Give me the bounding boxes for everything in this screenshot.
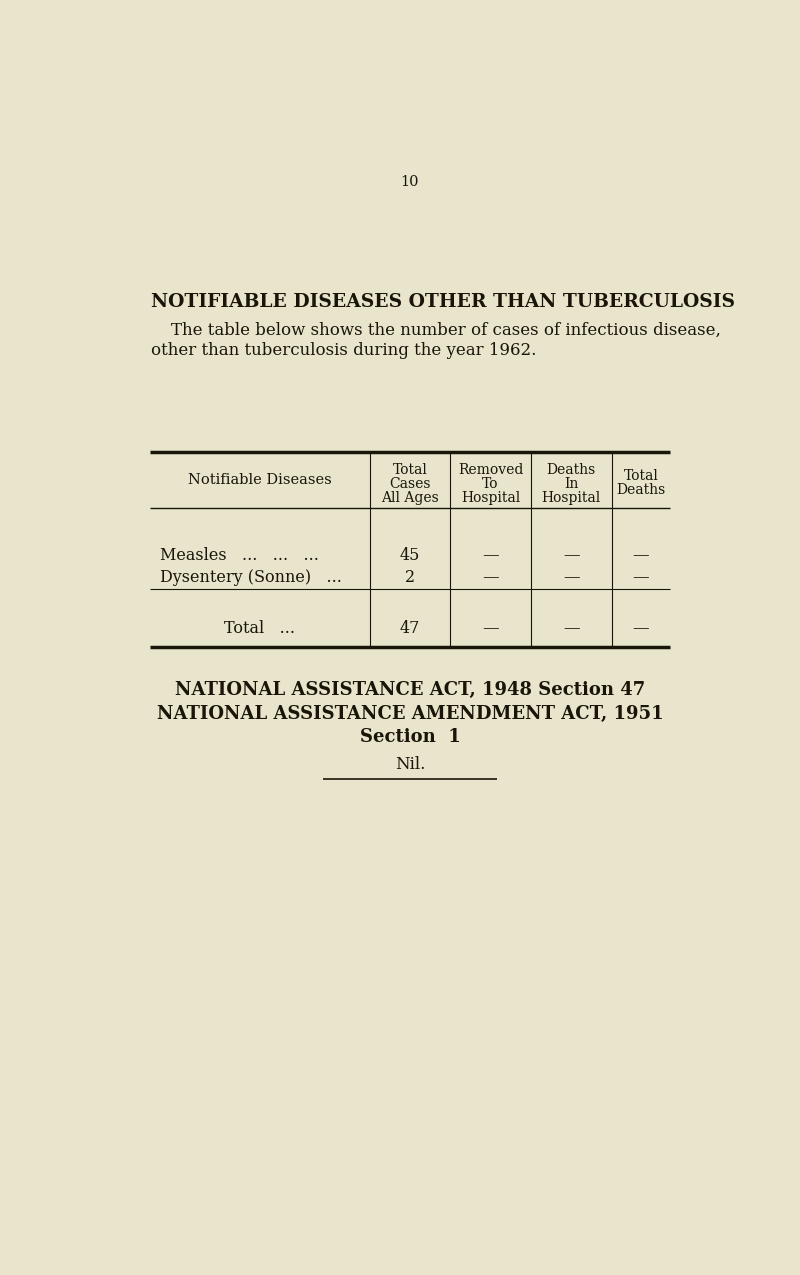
Text: NATIONAL ASSISTANCE ACT, 1948 Section 47: NATIONAL ASSISTANCE ACT, 1948 Section 47 — [175, 681, 645, 699]
Text: Hospital: Hospital — [461, 491, 520, 505]
Text: Nil.: Nil. — [395, 756, 425, 773]
Text: Total: Total — [393, 463, 427, 477]
Text: 10: 10 — [401, 175, 419, 189]
Text: 2: 2 — [405, 569, 415, 585]
Text: Hospital: Hospital — [542, 491, 601, 505]
Text: NATIONAL ASSISTANCE AMENDMENT ACT, 1951: NATIONAL ASSISTANCE AMENDMENT ACT, 1951 — [157, 705, 663, 723]
Text: —: — — [482, 569, 499, 585]
Text: All Ages: All Ages — [381, 491, 439, 505]
Text: —: — — [633, 547, 650, 564]
Text: In: In — [564, 477, 578, 491]
Text: The table below shows the number of cases of infectious disease,: The table below shows the number of case… — [171, 321, 721, 339]
Text: —: — — [563, 620, 579, 636]
Text: —: — — [633, 620, 650, 636]
Text: Dysentery (Sonne)   ...: Dysentery (Sonne) ... — [161, 569, 342, 585]
Text: Total: Total — [623, 469, 658, 483]
Text: Measles   ...   ...   ...: Measles ... ... ... — [161, 547, 319, 564]
Text: 45: 45 — [400, 547, 420, 564]
Text: Notifiable Diseases: Notifiable Diseases — [188, 473, 331, 487]
Text: —: — — [482, 620, 499, 636]
Text: Deaths: Deaths — [546, 463, 596, 477]
Text: NOTIFIABLE DISEASES OTHER THAN TUBERCULOSIS: NOTIFIABLE DISEASES OTHER THAN TUBERCULO… — [151, 293, 735, 311]
Text: Total   ...: Total ... — [224, 620, 295, 636]
Text: —: — — [563, 569, 579, 585]
Text: other than tuberculosis during the year 1962.: other than tuberculosis during the year … — [151, 343, 537, 360]
Text: Removed: Removed — [458, 463, 523, 477]
Text: —: — — [633, 569, 650, 585]
Text: 47: 47 — [400, 620, 420, 636]
Text: Cases: Cases — [390, 477, 430, 491]
Text: Section  1: Section 1 — [360, 728, 460, 746]
Text: —: — — [482, 547, 499, 564]
Text: To: To — [482, 477, 499, 491]
Text: —: — — [563, 547, 579, 564]
Text: Deaths: Deaths — [616, 483, 666, 497]
